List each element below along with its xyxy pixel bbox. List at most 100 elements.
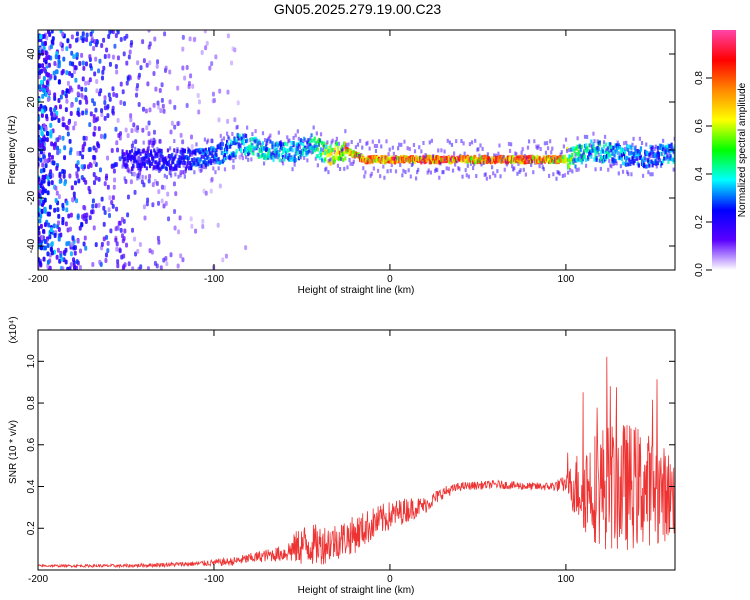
spectrogram-cell — [65, 70, 69, 76]
spectrogram-x-ticks: -200 -100 0 100 — [28, 30, 575, 285]
spectrogram-cell — [362, 166, 365, 171]
spectrogram-y-tick-label: 0 — [26, 147, 37, 153]
spectrogram-cell — [97, 202, 101, 208]
spectrogram-cell — [179, 160, 182, 165]
spectrogram-cell — [124, 127, 128, 133]
spectrogram-cell — [158, 161, 161, 166]
spectrogram-cell — [75, 37, 79, 43]
spectrogram-cell — [271, 141, 274, 146]
spectrogram-cell — [99, 133, 103, 139]
spectrogram-cell — [201, 223, 205, 229]
spectrogram-cell — [201, 218, 205, 224]
spectrogram-cell — [567, 162, 570, 167]
spectrogram-cell — [157, 165, 160, 170]
spectrogram-cell — [583, 154, 587, 159]
spectrogram-cell — [206, 162, 210, 167]
spectrogram-cell — [143, 159, 146, 164]
spectrogram-cell — [160, 97, 164, 103]
spectrogram-cell — [38, 260, 42, 266]
spectrogram-cell — [241, 139, 245, 144]
spectrogram-cell — [80, 92, 84, 98]
snr-y-tick-label: 0.8 — [26, 396, 37, 410]
spectrogram-cell — [156, 235, 160, 241]
spectrogram-cell — [115, 246, 119, 252]
spectrogram-cell — [452, 151, 456, 156]
spectrogram-cell — [592, 142, 595, 147]
spectrogram-cell — [47, 181, 51, 187]
spectrogram-cell — [102, 37, 106, 43]
spectrogram-cell — [253, 146, 256, 151]
spectrogram-cell — [305, 145, 308, 150]
spectrogram-cell — [66, 131, 70, 137]
spectrogram-cell — [133, 164, 136, 169]
spectrogram-cell — [72, 264, 76, 270]
spectrogram-cell — [148, 164, 152, 169]
spectrogram-cell — [148, 41, 152, 47]
spectrogram-cell — [648, 163, 651, 168]
spectrogram-cell — [333, 147, 336, 152]
spectrogram-cell — [625, 162, 628, 167]
spectrogram-cell — [40, 208, 44, 214]
spectrogram-cell — [88, 215, 92, 221]
spectrogram-cell — [48, 265, 52, 270]
spectrogram-cell — [123, 35, 127, 41]
spectrogram-cell — [302, 151, 305, 156]
spectrogram-cell — [364, 170, 367, 175]
spectrogram-cell — [116, 263, 120, 269]
spectrogram-cell — [225, 139, 229, 144]
spectrogram-cell — [399, 163, 402, 168]
spectrogram-cell — [515, 152, 518, 157]
spectrogram-cell — [257, 152, 260, 157]
spectrogram-cell — [201, 150, 204, 155]
spectrogram-cell — [99, 262, 103, 268]
spectrogram-cell — [187, 83, 191, 89]
spectrogram-cell — [176, 147, 179, 152]
spectrogram-cell — [61, 202, 65, 208]
spectrogram-cell — [83, 212, 87, 218]
spectrogram-cell — [68, 266, 72, 270]
spectrogram-cell — [65, 46, 69, 52]
spectrogram-cell — [164, 65, 168, 71]
spectrogram-cell — [144, 108, 148, 114]
spectrogram-cell — [184, 166, 188, 171]
spectrogram-cell — [568, 157, 571, 162]
spectrogram-cell — [437, 148, 440, 153]
spectrogram-cell — [72, 54, 76, 60]
spectrogram-cell — [145, 201, 149, 207]
spectrogram-cell — [296, 147, 299, 152]
spectrogram-cell — [41, 174, 45, 180]
spectrogram-cell — [298, 150, 302, 155]
spectrogram-cell — [662, 138, 665, 143]
spectrogram-cell — [220, 146, 223, 151]
spectrogram-cell — [277, 130, 280, 135]
spectrogram-cell — [249, 145, 252, 150]
spectrogram-cell — [164, 256, 168, 262]
spectrogram-cell — [136, 160, 139, 165]
spectrogram-cell — [342, 157, 345, 162]
spectrogram-y-tick-label: 20 — [26, 96, 37, 108]
spectrogram-cell — [350, 140, 353, 145]
spectrogram-cell — [270, 155, 273, 160]
spectrogram-cell — [160, 198, 164, 204]
spectrogram-cell — [197, 99, 201, 105]
spectrogram-cell — [594, 167, 597, 172]
spectrogram-cell — [50, 111, 54, 117]
spectrogram-cell — [109, 228, 113, 234]
spectrogram-cell — [132, 171, 136, 177]
spectrogram-cell — [621, 169, 625, 174]
spectrogram-cell — [225, 147, 229, 152]
spectrogram-cell — [422, 140, 425, 145]
spectrogram-cell — [628, 157, 631, 162]
spectrogram-cell — [175, 166, 178, 171]
spectrogram-cell — [137, 101, 141, 107]
spectrogram-x-axis-title: Height of straight line (km) — [298, 285, 415, 296]
spectrogram-cell — [212, 97, 216, 103]
spectrogram-cell — [146, 153, 150, 158]
spectrogram-cell — [411, 154, 415, 159]
spectrogram-cell — [344, 156, 347, 161]
snr-x-tick-label: -200 — [28, 574, 48, 585]
spectrogram-cell — [131, 227, 135, 233]
spectrogram-cell — [92, 118, 96, 124]
spectrogram-cell — [662, 144, 665, 149]
